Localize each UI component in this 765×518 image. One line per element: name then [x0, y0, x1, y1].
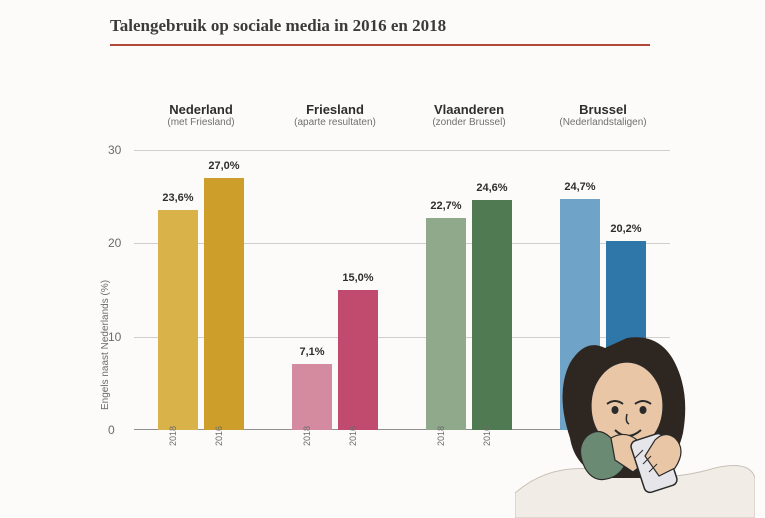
- group-header: Brussel(Nederlandstaligen): [536, 102, 670, 128]
- bar: 23,6%2018: [158, 210, 198, 430]
- group-title: Vlaanderen: [402, 102, 536, 117]
- group-header: Nederland(met Friesland): [134, 102, 268, 128]
- group-header: Vlaanderen(zonder Brussel): [402, 102, 536, 128]
- bar: 27,0%2016: [204, 178, 244, 430]
- bar-group: Nederland(met Friesland)23,6%201827,0%20…: [134, 150, 268, 430]
- bar-year-label: 2016: [482, 426, 492, 446]
- bar: 24,6%2016: [472, 200, 512, 430]
- bar: 7,1%2018: [292, 364, 332, 430]
- bar-year-label: 2016: [348, 426, 358, 446]
- bar-value-label: 23,6%: [158, 192, 198, 204]
- bar-value-label: 20,2%: [606, 223, 646, 235]
- bar-year-label: 2018: [302, 426, 312, 446]
- y-tick-label: 0: [108, 423, 115, 437]
- group-header: Friesland(aparte resultaten): [268, 102, 402, 128]
- bar: 15,0%2016: [338, 290, 378, 430]
- y-tick-label: 20: [108, 236, 121, 250]
- group-title: Brussel: [536, 102, 670, 117]
- bar-value-label: 27,0%: [204, 160, 244, 172]
- bar-value-label: 7,1%: [292, 346, 332, 358]
- bar-value-label: 15,0%: [338, 272, 378, 284]
- bar-year-label: 2018: [168, 426, 178, 446]
- bar-year-label: 2016: [214, 426, 224, 446]
- group-subtitle: (Nederlandstaligen): [536, 117, 670, 128]
- bar-year-label: 2018: [436, 426, 446, 446]
- y-tick-label: 10: [108, 330, 121, 344]
- bar-value-label: 22,7%: [426, 200, 466, 212]
- y-tick-label: 30: [108, 143, 121, 157]
- group-title: Nederland: [134, 102, 268, 117]
- y-axis-label: Engels naast Nederlands (%): [100, 280, 111, 410]
- bar-group: Friesland(aparte resultaten)7,1%201815,0…: [268, 150, 402, 430]
- group-subtitle: (zonder Brussel): [402, 117, 536, 128]
- bar-value-label: 24,6%: [472, 182, 512, 194]
- chart-title: Talengebruik op sociale media in 2016 en…: [110, 16, 446, 36]
- group-title: Friesland: [268, 102, 402, 117]
- title-underline: [110, 44, 650, 46]
- page: Talengebruik op sociale media in 2016 en…: [0, 0, 765, 518]
- bar: 22,7%2018: [426, 218, 466, 430]
- girl-with-phone-illustration: [515, 318, 755, 518]
- group-subtitle: (aparte resultaten): [268, 117, 402, 128]
- group-subtitle: (met Friesland): [134, 117, 268, 128]
- bar-value-label: 24,7%: [560, 181, 600, 193]
